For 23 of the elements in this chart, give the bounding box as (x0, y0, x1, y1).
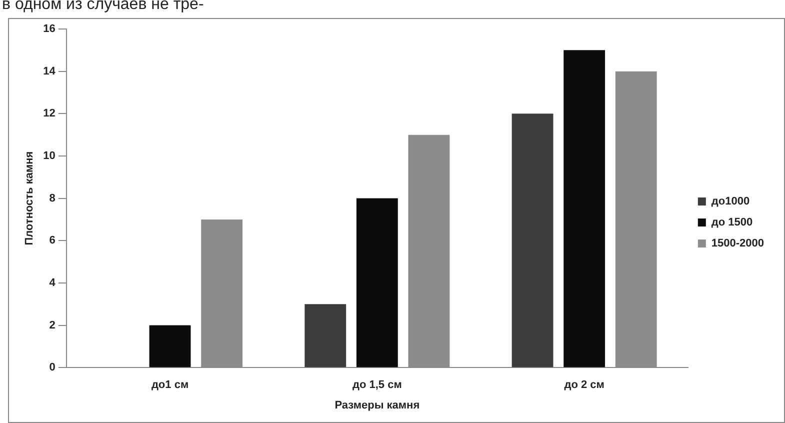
x-axis-title: Размеры камня (334, 399, 420, 412)
y-tick-label: 6 (49, 234, 56, 247)
y-tick-label: 4 (49, 276, 56, 289)
x-tick-label: до1 см (151, 379, 189, 392)
bar (512, 114, 554, 368)
y-tick-label: 8 (49, 192, 56, 204)
y-tick-label: 16 (43, 23, 56, 36)
bar (304, 304, 346, 368)
bar (149, 325, 191, 368)
legend-label: 1500-2000 (711, 238, 764, 250)
y-tick-label: 12 (43, 108, 56, 120)
legend-label: до1000 (711, 196, 750, 208)
legend-label: до 1500 (711, 216, 753, 229)
y-tick-label: 10 (43, 150, 56, 162)
y-axis-title: Плотность камня (24, 151, 36, 246)
y-tick-label: 2 (49, 319, 56, 332)
y-tick-label: 14 (43, 65, 56, 78)
bar (356, 198, 398, 368)
bar (564, 50, 606, 368)
text: в одном из случаев не тре- (2, 0, 204, 14)
x-tick-label: до 1,5 см (352, 379, 402, 392)
x-tick-label: до 2 см (564, 379, 604, 392)
y-tick-label: 0 (49, 362, 56, 374)
